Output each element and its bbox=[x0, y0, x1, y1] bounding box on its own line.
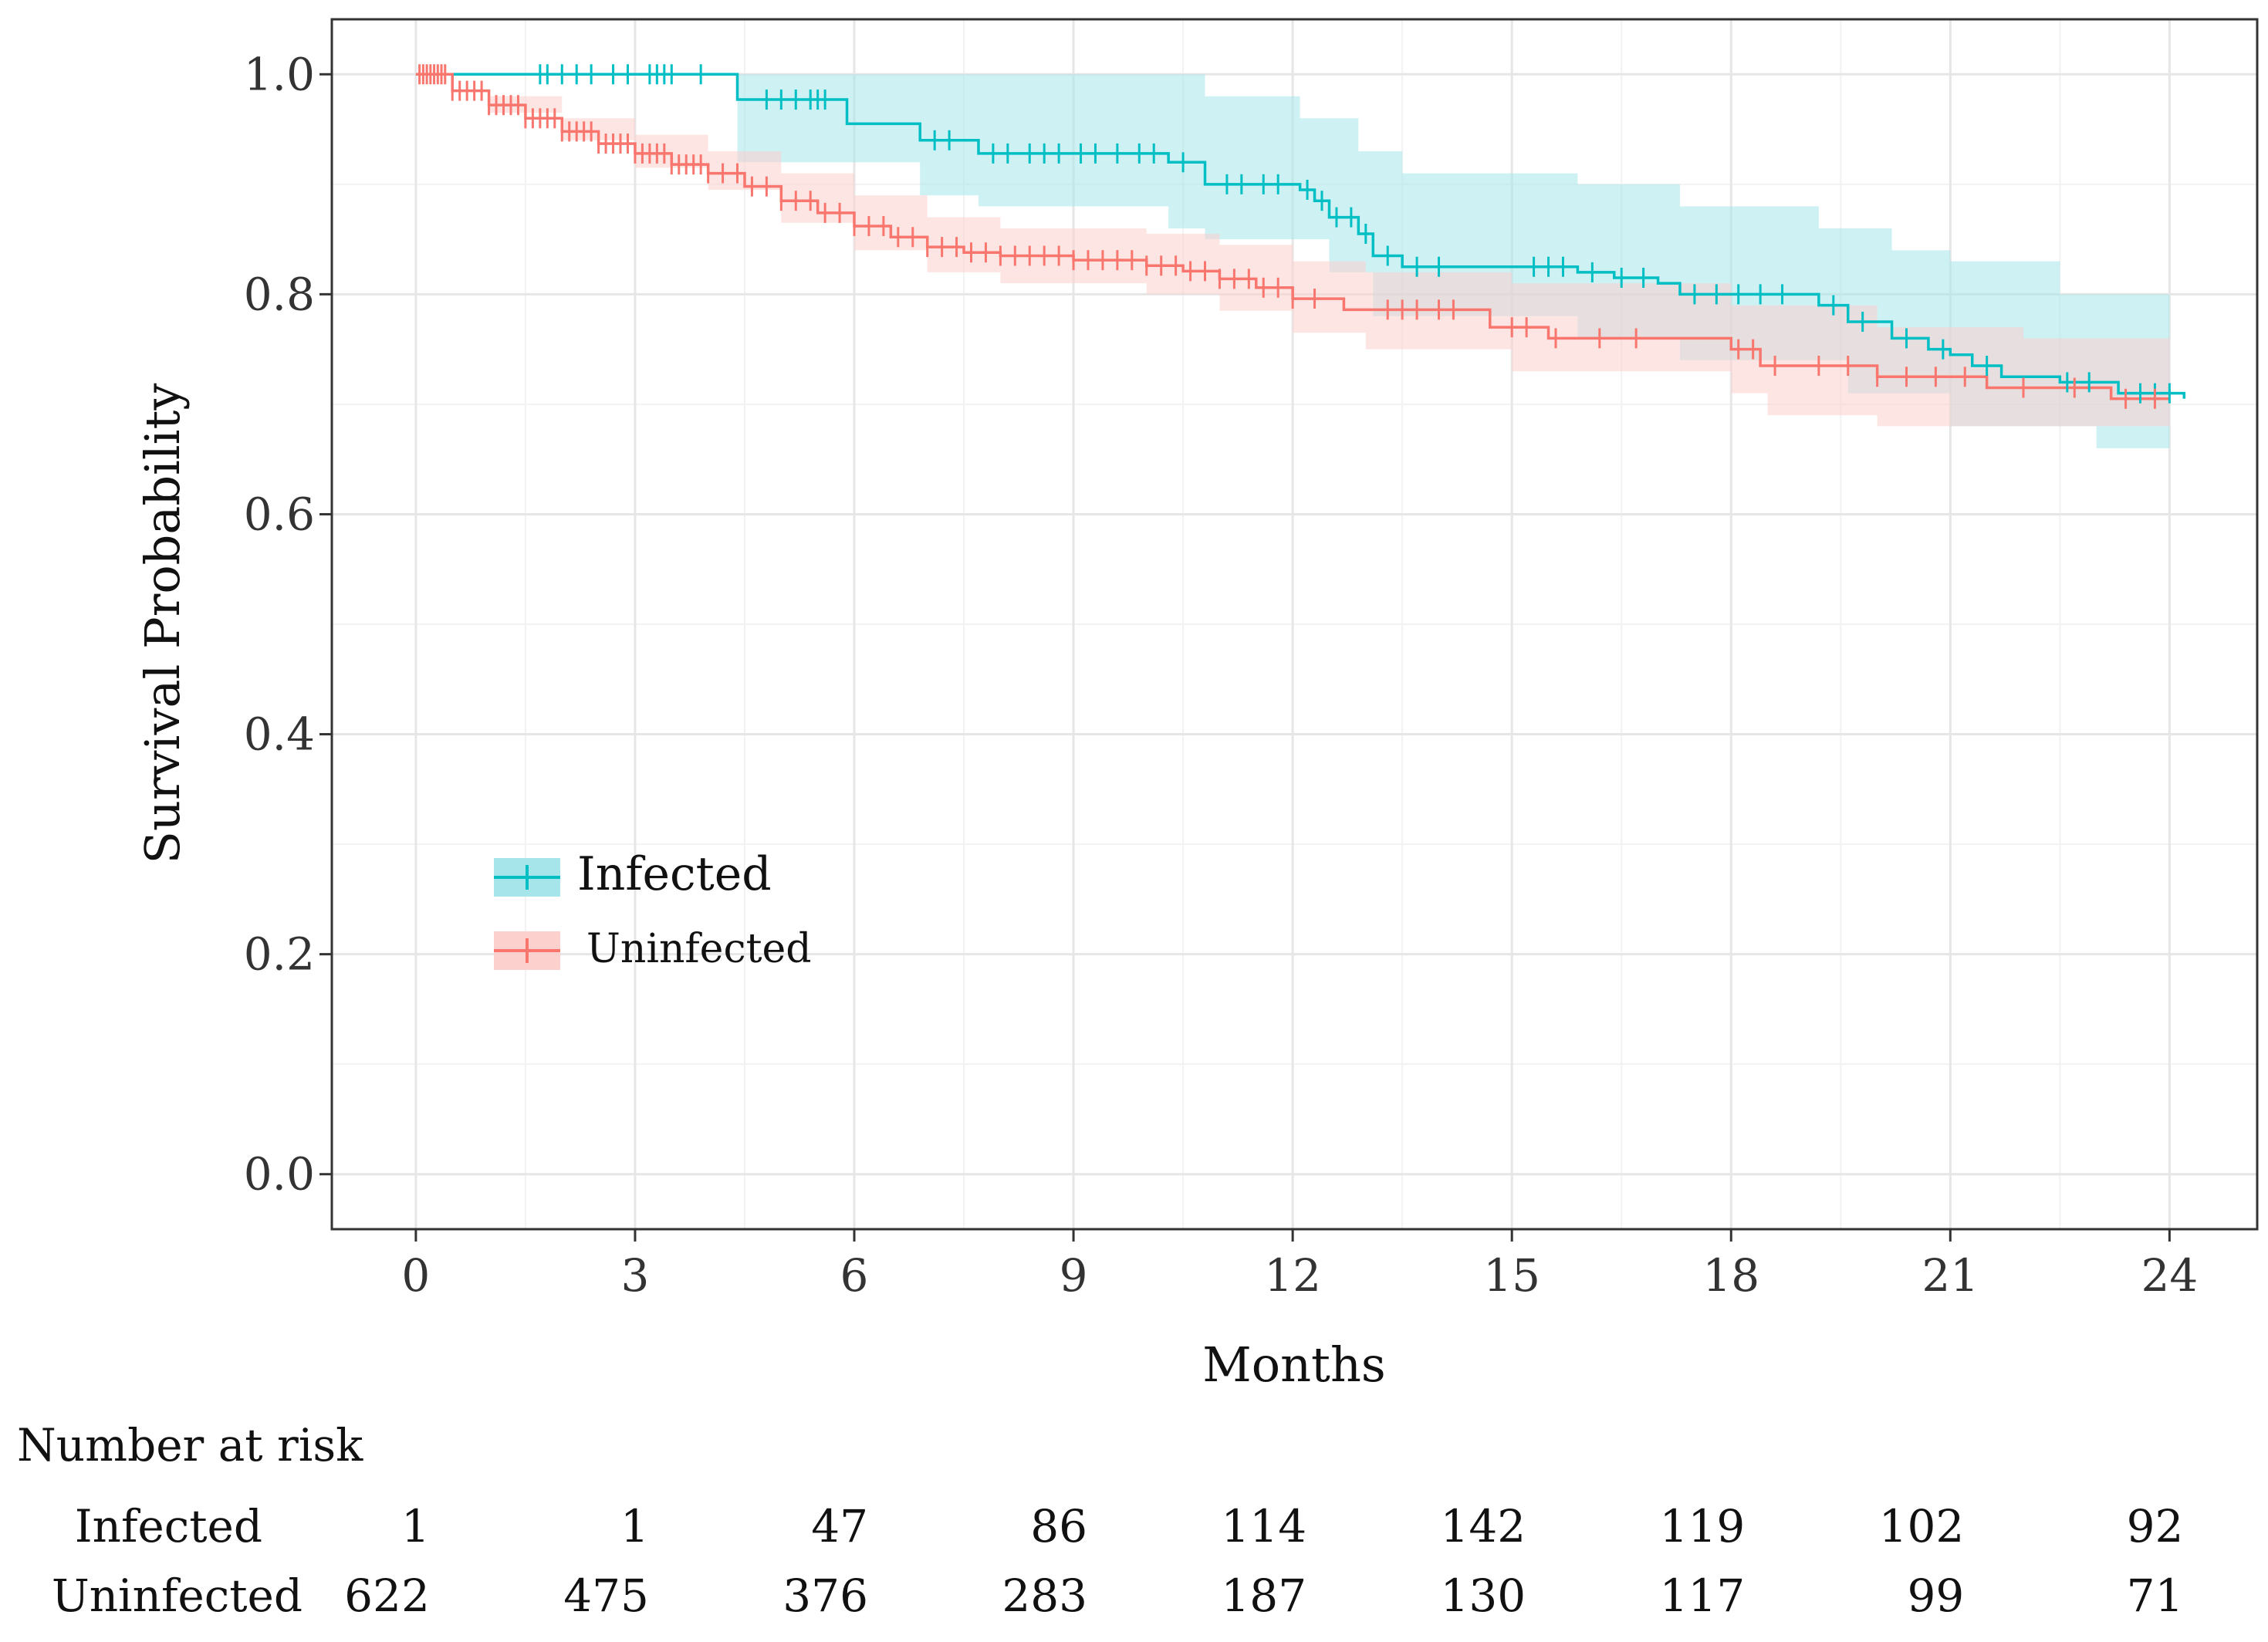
x-tick-label: 18 bbox=[1702, 1249, 1759, 1302]
risk-value-infected: 1 bbox=[401, 1500, 430, 1552]
ci-band-uninfected bbox=[415, 74, 2170, 448]
risk-value-uninfected: 283 bbox=[1002, 1569, 1087, 1622]
y-tick-label: 0.0 bbox=[244, 1148, 315, 1201]
x-tick-label: 9 bbox=[1060, 1249, 1088, 1302]
risk-row-label-infected: Infected bbox=[75, 1500, 262, 1552]
risk-value-uninfected: 475 bbox=[563, 1569, 649, 1622]
survival-line-infected bbox=[415, 73, 2186, 399]
risk-value-uninfected: 376 bbox=[782, 1569, 868, 1622]
plot-panel bbox=[330, 18, 2259, 1231]
y-axis-title: Survival Probability bbox=[134, 383, 191, 864]
risk-value-infected: 142 bbox=[1440, 1500, 1526, 1552]
y-tick-label: 0.2 bbox=[244, 928, 315, 981]
risk-value-uninfected: 117 bbox=[1660, 1569, 1746, 1622]
risk-value-infected: 92 bbox=[2127, 1500, 2184, 1552]
risk-row-label-uninfected: Uninfected bbox=[52, 1569, 303, 1622]
risk-value-infected: 1 bbox=[620, 1500, 649, 1552]
risk-value-infected: 102 bbox=[1879, 1500, 1965, 1552]
x-tick-label: 0 bbox=[401, 1249, 430, 1302]
axes: 0 3 6 9 12 15 18 21 24 0.0 0.2 0.4 0.6 0.8 1.0 bbox=[244, 48, 2199, 1302]
confidence-bands bbox=[415, 74, 2170, 448]
legend: Infected Uninfected bbox=[494, 847, 812, 972]
risk-value-infected: 114 bbox=[1221, 1500, 1306, 1552]
y-tick-label: 1.0 bbox=[244, 48, 315, 100]
x-tick-label: 24 bbox=[2141, 1249, 2198, 1302]
survival-curves bbox=[415, 73, 2186, 400]
plot-border bbox=[330, 18, 2259, 1231]
y-tick-label: 0.6 bbox=[244, 488, 315, 540]
y-tick-label: 0.8 bbox=[244, 268, 315, 320]
risk-value-infected: 119 bbox=[1660, 1500, 1746, 1552]
x-tick-label: 15 bbox=[1483, 1249, 1540, 1302]
risk-value-uninfected: 187 bbox=[1221, 1569, 1306, 1622]
y-tick-label: 0.4 bbox=[244, 708, 315, 761]
legend-label-infected: Infected bbox=[577, 847, 772, 901]
legend-label-uninfected: Uninfected bbox=[586, 926, 812, 972]
risk-value-uninfected: 130 bbox=[1440, 1569, 1526, 1622]
x-tick-label: 6 bbox=[840, 1249, 869, 1302]
x-axis-title: Months bbox=[1202, 1336, 1385, 1393]
x-tick-label: 21 bbox=[1922, 1249, 1979, 1302]
censor-marks bbox=[418, 64, 2171, 409]
risk-value-infected: 47 bbox=[811, 1500, 868, 1552]
risk-value-uninfected: 71 bbox=[2127, 1569, 2184, 1622]
risk-values: 1 1 47 86 114 142 119 102 92 622 475 376 283 187 130 11… bbox=[344, 1500, 2183, 1622]
risk-table: Number at risk Infected Uninfected 1 1 47 8… bbox=[17, 1419, 2183, 1622]
risk-value-infected: 86 bbox=[1030, 1500, 1087, 1552]
survival-line-uninfected bbox=[415, 73, 2170, 400]
x-tick-label: 12 bbox=[1264, 1249, 1321, 1302]
risk-table-title: Number at risk bbox=[17, 1419, 363, 1471]
risk-value-uninfected: 99 bbox=[1908, 1569, 1965, 1622]
x-tick-label: 3 bbox=[620, 1249, 649, 1302]
risk-value-uninfected: 622 bbox=[344, 1569, 430, 1622]
